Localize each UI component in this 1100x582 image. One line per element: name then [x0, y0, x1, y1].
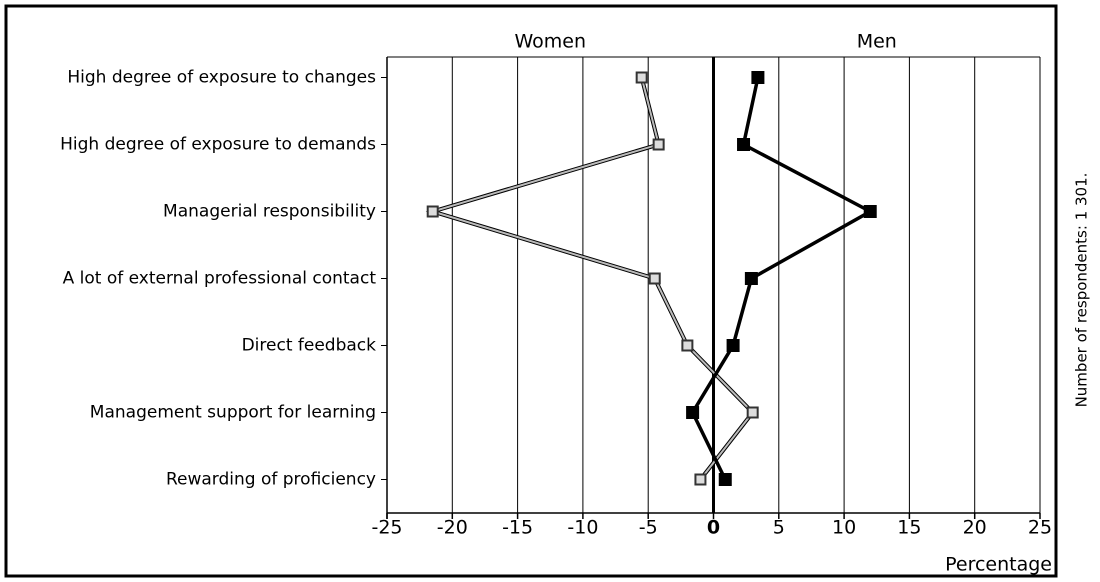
note: Number of respondents: 1 301.: [1073, 173, 1091, 408]
x-tick-label: -10: [567, 517, 598, 539]
x-tick-label: -15: [502, 517, 533, 539]
y-tick-label: Managerial responsibility: [163, 202, 376, 222]
series-line: [690, 77, 874, 481]
y-tick-label: Management support for learning: [90, 403, 376, 423]
frame: [4, 4, 1058, 578]
y-tick-label: A lot of external professional contact: [63, 269, 377, 289]
y-tick-label: High degree of exposure to demands: [60, 135, 376, 155]
marker: [744, 272, 758, 285]
marker: [726, 339, 740, 352]
x-tick-label: 5: [773, 517, 785, 539]
column-header: Men: [857, 31, 897, 53]
x-tick-label: 10: [832, 517, 856, 539]
marker: [746, 406, 759, 419]
marker: [737, 138, 751, 151]
marker: [648, 272, 661, 285]
series-line: [425, 77, 756, 481]
marker: [863, 205, 877, 218]
x-tick-label: 15: [897, 517, 921, 539]
x-tick-label: 25: [1028, 517, 1052, 539]
marker: [718, 473, 732, 486]
column-header: Women: [514, 31, 586, 53]
marker: [652, 138, 665, 151]
x-tick-label: -5: [639, 517, 658, 539]
x-tick-label: 20: [963, 517, 987, 539]
marker: [681, 339, 694, 352]
x-axis-label: Percentage: [945, 554, 1052, 576]
y-tick-label: Rewarding of proficiency: [166, 470, 376, 490]
marker: [686, 406, 700, 419]
marker: [635, 71, 648, 84]
x-tick-label: 0: [707, 517, 720, 539]
marker: [751, 71, 765, 84]
y-tick-label: Direct feedback: [242, 336, 377, 356]
marker: [694, 473, 707, 486]
series-line: [429, 77, 755, 481]
marker: [426, 205, 439, 218]
x-tick-label: -25: [371, 517, 402, 539]
x-tick-label: -20: [437, 517, 468, 539]
y-tick-label: High degree of exposure to changes: [67, 68, 376, 88]
